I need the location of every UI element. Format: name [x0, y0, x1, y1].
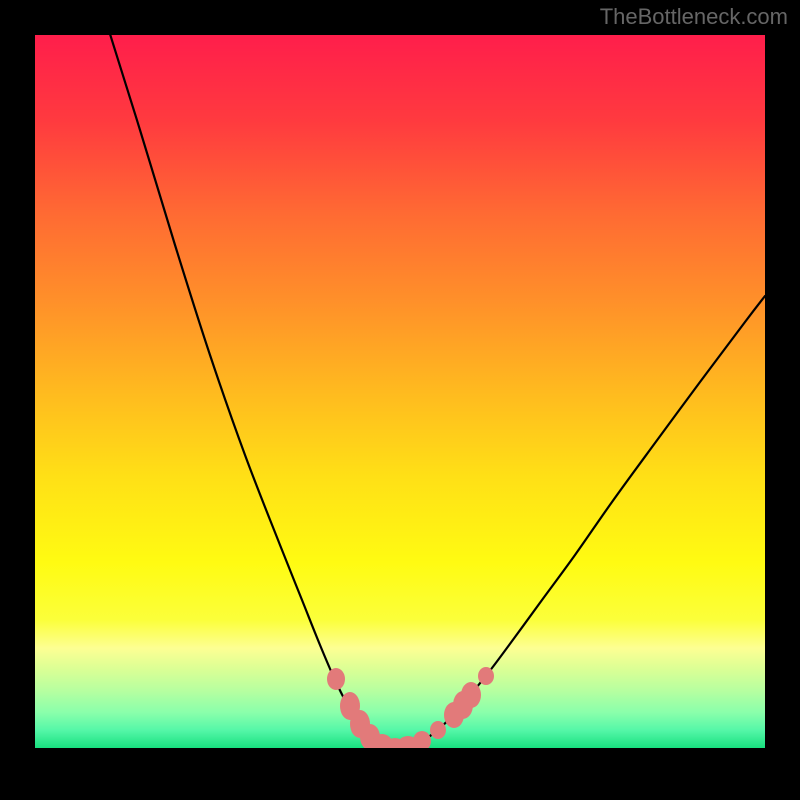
- watermark: TheBottleneck.com: [600, 4, 788, 30]
- plot-area: [35, 35, 765, 748]
- gradient-background: [35, 35, 765, 748]
